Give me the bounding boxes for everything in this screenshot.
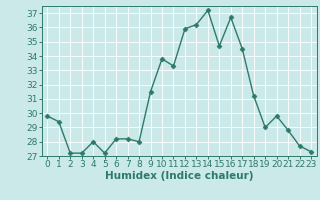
X-axis label: Humidex (Indice chaleur): Humidex (Indice chaleur) [105,171,253,181]
